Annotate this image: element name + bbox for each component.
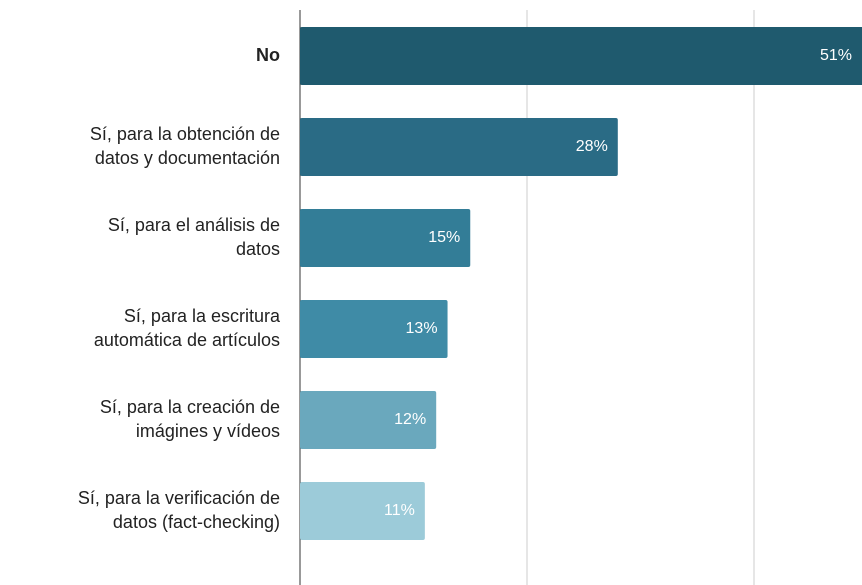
value-label: 28% <box>576 138 608 155</box>
bar <box>300 300 448 358</box>
value-label: 12% <box>394 411 426 428</box>
category-label: Sí, para la verificación de datos (fact-c… <box>78 488 280 532</box>
value-label: 13% <box>406 320 438 337</box>
category-label: Sí, para el análisis de datos <box>108 215 280 259</box>
value-label: 51% <box>820 47 852 64</box>
category-label: Sí, para la obtención de datos y document… <box>90 124 280 168</box>
bar <box>300 391 437 449</box>
value-label: 15% <box>428 229 460 246</box>
bar <box>300 27 862 85</box>
category-label: Sí, para la escritura automática de artíc… <box>94 306 281 350</box>
bar <box>300 209 471 267</box>
bar <box>300 118 618 176</box>
bar <box>300 482 425 540</box>
value-label: 11% <box>384 502 415 519</box>
category-label: No <box>256 45 280 65</box>
category-label: Sí, para la creación de imágines y vídeos <box>100 397 280 441</box>
